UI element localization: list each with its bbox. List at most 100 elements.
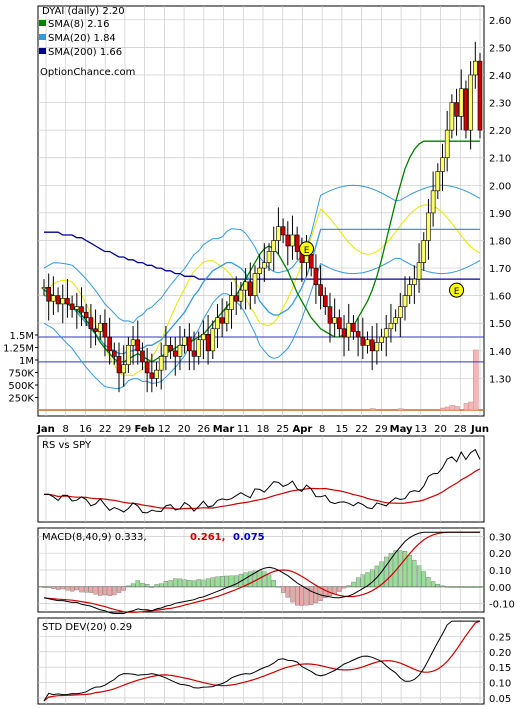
candle-body (97, 322, 103, 332)
macd-tick-label: 0.10 (489, 566, 511, 577)
macd-histogram-bar (440, 585, 445, 587)
candle-body (154, 369, 159, 379)
candle-body (351, 322, 356, 332)
std-tick-label: 0.20 (489, 648, 511, 659)
macd-histogram-bar (88, 586, 94, 593)
macd-histogram-bar (224, 575, 229, 587)
price-tick-label: 2.50 (489, 43, 511, 54)
candle-body (201, 333, 206, 341)
macd-histogram-bar (426, 577, 431, 587)
candle-body (280, 226, 286, 236)
x-tick-label: 8 (63, 424, 69, 435)
macd-histogram-bar (388, 553, 394, 587)
macd-tick-label: 0.30 (489, 532, 511, 543)
candle-body (55, 295, 61, 305)
macd-histogram-bar (182, 579, 187, 587)
macd-histogram-bar (309, 586, 314, 605)
candle-body (369, 339, 375, 352)
macd-histogram-bar (159, 583, 164, 587)
std-tick-label: 0.25 (489, 632, 511, 643)
candle-body (276, 226, 281, 241)
macd-histogram-bar (191, 580, 197, 587)
rs-line (43, 448, 481, 514)
chart-title: DYAI (daily) 2.20 (42, 6, 125, 17)
candle-body (365, 339, 370, 346)
candle-body (51, 295, 56, 302)
candle-body (318, 284, 323, 296)
macd-value-blue: 0.075 (233, 532, 265, 543)
x-tick-label: May (390, 424, 413, 435)
rs-average-line (43, 468, 481, 510)
candle-body (79, 306, 84, 313)
candle-body (398, 306, 403, 319)
macd-histogram-bar (187, 580, 192, 587)
rs-panel (37, 435, 485, 523)
candle-body (121, 364, 126, 374)
candle-body (60, 298, 66, 305)
volume-tick-label: 250K (8, 394, 34, 405)
macd-histogram-bar (323, 586, 328, 599)
macd-histogram-bar (205, 578, 211, 587)
macd-histogram-bar (445, 586, 450, 588)
candle-body (388, 322, 394, 330)
macd-histogram-bar (454, 586, 459, 588)
candle-body (135, 339, 141, 352)
candle-body (294, 234, 300, 252)
legend-label: SMA(8) 2.16 (48, 19, 109, 30)
macd-histogram-bar (351, 581, 356, 587)
x-tick-label: Apr (293, 424, 313, 435)
macd-histogram-bar (177, 578, 183, 587)
price-tick-label: 1.90 (489, 209, 511, 220)
macd-histogram-bar (215, 576, 220, 587)
candle-body (182, 336, 187, 346)
candle-body (112, 350, 117, 357)
candle-body (74, 306, 80, 310)
price-tick-label: 2.40 (489, 71, 511, 82)
x-tick-label: 16 (79, 424, 92, 435)
sma200-line (44, 231, 480, 280)
macd-histogram-bar (459, 586, 464, 588)
x-tick-label: 22 (355, 424, 368, 435)
macd-histogram-bar (51, 586, 56, 589)
macd-histogram-bar (290, 586, 295, 603)
macd-histogram-bar (280, 586, 286, 593)
x-tick-label: 26 (197, 424, 210, 435)
macd-tick-label: -0.10 (489, 600, 515, 611)
candle-body (322, 295, 328, 307)
price-tick-label: 1.80 (489, 236, 511, 247)
macd-histogram-bar (107, 586, 112, 596)
candle-body (257, 267, 262, 274)
x-tick-label: 8 (319, 424, 325, 435)
candle-body (219, 317, 225, 324)
macd-tick-label: 0.00 (489, 583, 511, 594)
candle-body (243, 281, 248, 291)
macd-histogram-bar (144, 584, 150, 587)
x-tick-label: 29 (119, 424, 132, 435)
candle-body (360, 336, 366, 346)
candle-body (69, 303, 75, 310)
x-tick-label: Feb (134, 424, 154, 435)
macd-histogram-bar (112, 586, 117, 596)
candle-body (426, 212, 431, 241)
macd-histogram-bar (201, 579, 206, 587)
macd-histogram-bar (477, 586, 483, 588)
volume-bar (454, 406, 460, 411)
macd-histogram-bar (84, 586, 89, 593)
price-tick-label: 2.60 (489, 16, 511, 27)
candle-body (46, 287, 51, 302)
candle-body (407, 284, 412, 296)
macd-histogram-bar (220, 576, 225, 587)
macd-histogram-bar (435, 584, 440, 587)
candle-body (191, 350, 197, 357)
candle-body (83, 311, 89, 319)
volume-bar (449, 405, 456, 411)
macd-histogram-bar (102, 586, 108, 596)
macd-histogram-bar (41, 586, 47, 588)
macd-histogram-bar (271, 580, 276, 587)
candle-body (163, 345, 169, 357)
earnings-marker (449, 282, 465, 298)
std-average-line (43, 620, 481, 702)
legend-swatch (39, 20, 46, 26)
candle-body (468, 74, 473, 131)
candle-body (252, 273, 258, 296)
